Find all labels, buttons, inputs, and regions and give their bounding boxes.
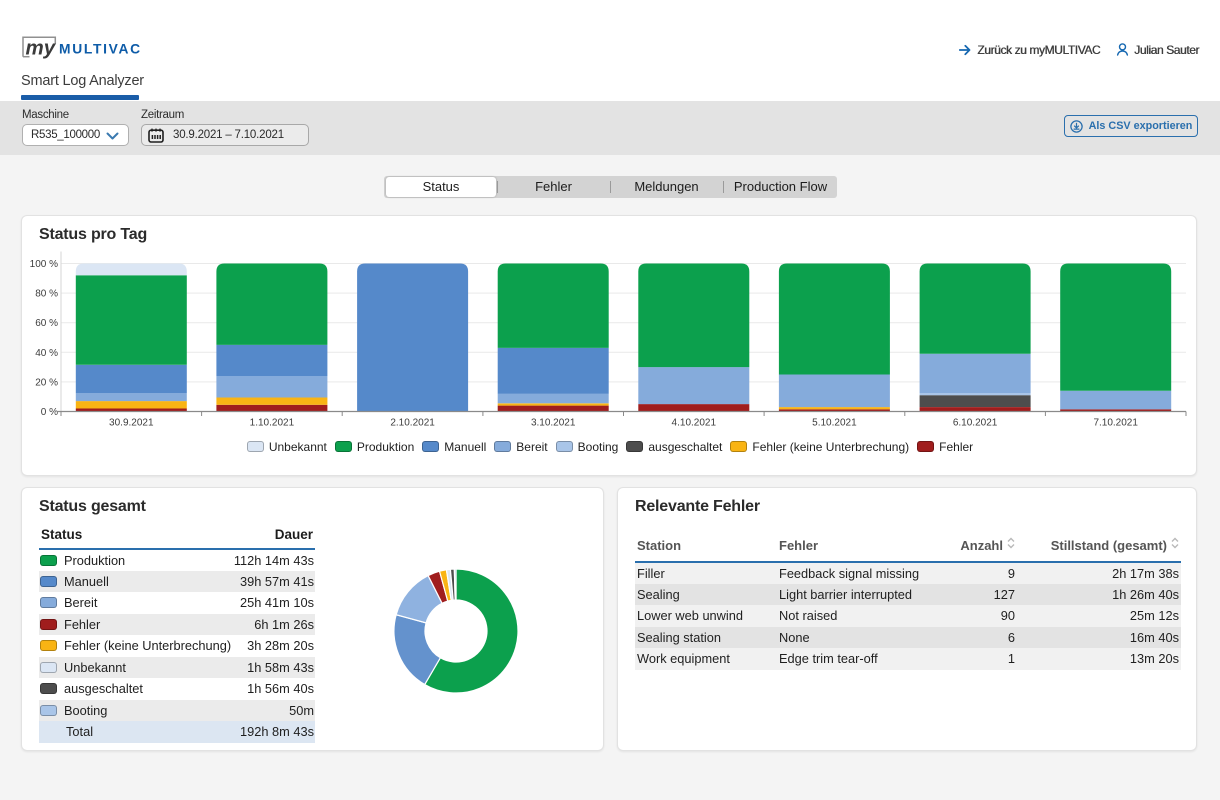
svg-text:40 %: 40 % [35, 348, 58, 359]
svg-text:1.10.2021: 1.10.2021 [250, 418, 295, 429]
svg-text:4.10.2021: 4.10.2021 [672, 418, 717, 429]
svg-text:MULTIVAC: MULTIVAC [59, 41, 142, 56]
svg-text:5.10.2021: 5.10.2021 [812, 418, 857, 429]
svg-text:30.9.2021: 30.9.2021 [109, 418, 154, 429]
svg-text:6.10.2021: 6.10.2021 [953, 418, 998, 429]
svg-text:0 %: 0 % [41, 407, 58, 418]
svg-text:3.10.2021: 3.10.2021 [531, 418, 576, 429]
svg-text:7.10.2021: 7.10.2021 [1093, 418, 1138, 429]
svg-text:100 %: 100 % [30, 259, 58, 270]
svg-text:60 %: 60 % [35, 318, 58, 329]
svg-text:2.10.2021: 2.10.2021 [390, 418, 435, 429]
svg-text:20 %: 20 % [35, 377, 58, 388]
svg-text:80 %: 80 % [35, 289, 58, 300]
svg-text:my: my [26, 36, 57, 59]
